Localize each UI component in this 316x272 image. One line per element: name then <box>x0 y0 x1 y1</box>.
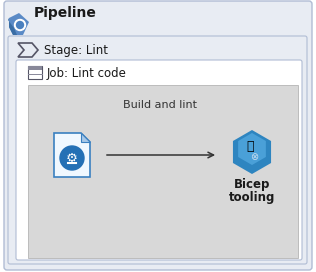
Text: Pipeline: Pipeline <box>34 6 97 20</box>
Circle shape <box>16 21 23 29</box>
Polygon shape <box>238 133 266 165</box>
Text: Job: Lint code: Job: Lint code <box>47 67 127 80</box>
Polygon shape <box>81 133 90 142</box>
Bar <box>28 85 298 258</box>
Text: Build and lint: Build and lint <box>123 100 197 110</box>
Bar <box>28 66 42 79</box>
Text: 🔧: 🔧 <box>246 140 254 153</box>
Text: Stage: Lint: Stage: Lint <box>44 44 108 57</box>
Text: ⊗: ⊗ <box>250 152 258 162</box>
FancyBboxPatch shape <box>8 36 307 264</box>
Circle shape <box>60 146 84 170</box>
Text: tooling: tooling <box>229 191 275 204</box>
Bar <box>28 66 42 70</box>
Polygon shape <box>8 18 17 35</box>
Polygon shape <box>233 130 271 174</box>
FancyBboxPatch shape <box>16 60 302 260</box>
Polygon shape <box>9 13 29 35</box>
Text: ⚙: ⚙ <box>66 152 78 165</box>
FancyBboxPatch shape <box>4 1 312 270</box>
Text: Bicep: Bicep <box>234 178 270 191</box>
Polygon shape <box>54 133 90 177</box>
Circle shape <box>15 20 26 30</box>
